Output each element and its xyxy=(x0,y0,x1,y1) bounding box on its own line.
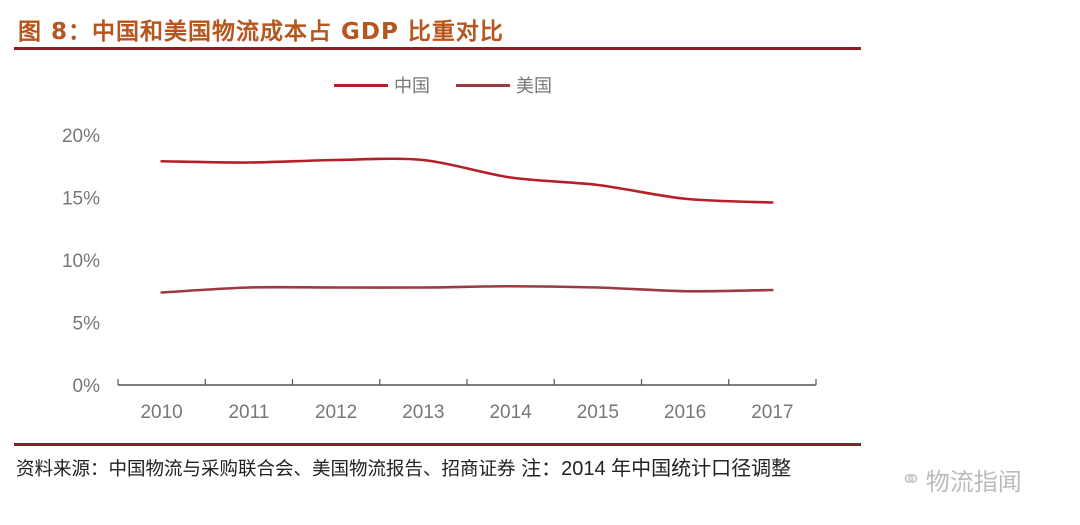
y-axis-ticks: 0% 5% 10% 15% 20% xyxy=(62,126,100,397)
wechat-icon: ⚭ xyxy=(900,464,922,495)
y-tick-label: 10% xyxy=(62,251,100,272)
figure-title: 图 8：中国和美国物流成本占 GDP 比重对比 xyxy=(18,19,504,45)
footnote-text: 注：2014 年中国统计口径调整 xyxy=(515,458,792,480)
series-line-china xyxy=(160,157,774,204)
source-note: 资料来源：中国物流与采购联合会、美国物流报告、招商证券 注：2014 年中国统计… xyxy=(16,452,791,481)
x-tick-label: 2016 xyxy=(664,402,706,423)
legend-label-china: 中国 xyxy=(394,76,430,97)
legend-label-usa: 美国 xyxy=(516,76,552,97)
source-text: 资料来源：中国物流与采购联合会、美国物流报告、招商证券 xyxy=(16,459,516,480)
watermark: ⚭ 物流指闻 xyxy=(900,462,1022,497)
legend-item-usa: 美国 xyxy=(456,72,552,98)
legend-swatch-china xyxy=(334,83,388,87)
legend-swatch-usa xyxy=(456,83,510,87)
x-tick-label: 2013 xyxy=(402,402,444,423)
x-tick-label: 2010 xyxy=(140,402,182,423)
series-lines xyxy=(160,157,774,294)
x-axis: 2010 2011 2012 2013 2014 2015 2016 2017 xyxy=(117,379,817,423)
y-tick-label: 20% xyxy=(62,126,100,147)
y-tick-label: 15% xyxy=(62,189,100,210)
y-tick-label: 5% xyxy=(73,314,101,335)
title-divider xyxy=(14,47,861,50)
x-tick-label: 2014 xyxy=(489,402,532,423)
series-line-usa xyxy=(160,284,774,294)
x-tick-label: 2011 xyxy=(228,402,269,423)
y-tick-label: 0% xyxy=(73,376,101,397)
source-divider xyxy=(14,443,861,446)
chart-legend: 中国 美国 xyxy=(334,72,578,98)
x-tick-label: 2012 xyxy=(315,402,357,423)
watermark-text: 物流指闻 xyxy=(925,468,1022,496)
legend-item-china: 中国 xyxy=(334,72,430,98)
x-tick-label: 2017 xyxy=(751,402,793,423)
x-tick-label: 2015 xyxy=(577,402,619,423)
